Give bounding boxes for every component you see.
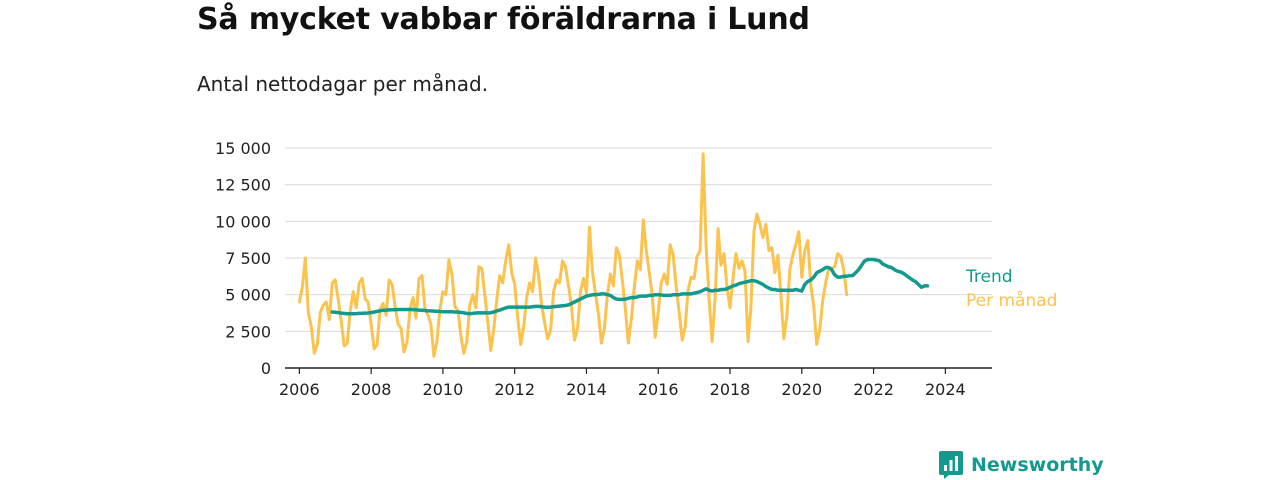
newsworthy-logo: Newsworthy bbox=[939, 450, 1104, 480]
x-tick-label: 2024 bbox=[925, 380, 966, 399]
chart-subtitle: Antal nettodagar per månad. bbox=[197, 72, 489, 96]
x-tick-label: 2006 bbox=[279, 380, 320, 399]
series-labels: Per månad Trend bbox=[965, 267, 1057, 311]
chart-title: Så mycket vabbar föräldrarna i Lund bbox=[197, 2, 810, 37]
y-tick-label: 10 000 bbox=[215, 212, 271, 231]
x-tick-label: 2010 bbox=[423, 380, 464, 399]
brand-name: Newsworthy bbox=[971, 454, 1104, 476]
x-axis: 2006 2008 2010 2012 2014 2016 2018 2020 2022 2024 bbox=[279, 367, 992, 399]
x-tick-label: 2022 bbox=[853, 380, 894, 399]
y-tick-label: 12 500 bbox=[215, 176, 271, 195]
x-tick-label: 2008 bbox=[351, 380, 392, 399]
x-tick-label: 2012 bbox=[494, 380, 535, 399]
trend-line bbox=[330, 257, 930, 316]
monthly-line bbox=[297, 152, 849, 358]
series-lines bbox=[297, 152, 930, 358]
y-tick-label: 0 bbox=[261, 359, 271, 378]
grid-lines bbox=[285, 147, 992, 332]
y-tick-label: 7 500 bbox=[225, 249, 271, 268]
x-tick-label: 2014 bbox=[566, 380, 607, 399]
x-tick-label: 2020 bbox=[781, 380, 822, 399]
y-tick-label: 15 000 bbox=[215, 139, 271, 158]
x-tick-label: 2018 bbox=[710, 380, 751, 399]
y-tick-label: 2 500 bbox=[225, 322, 271, 341]
y-axis: 0 2 500 5 000 7 500 10 000 12 500 15 000 bbox=[215, 139, 271, 378]
newsworthy-logo-icon bbox=[939, 451, 963, 479]
y-tick-label: 5 000 bbox=[225, 286, 271, 305]
series-label: Trend bbox=[965, 267, 1013, 287]
series-label: Per månad bbox=[966, 290, 1057, 311]
x-tick-label: 2016 bbox=[638, 380, 679, 399]
